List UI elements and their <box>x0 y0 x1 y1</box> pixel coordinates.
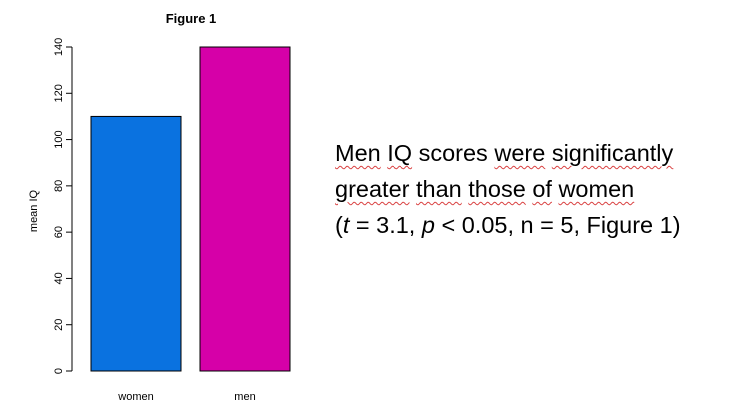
caption-word: those <box>468 176 526 202</box>
y-tick-label: 120 <box>53 84 65 102</box>
caption-line-3: (t = 3.1, p < 0.05, n = 5, Figure 1) <box>335 207 745 243</box>
y-tick-label: 80 <box>53 180 65 192</box>
y-tick-label: 60 <box>53 226 65 238</box>
y-axis: 0 20 40 60 80 100 120 140 <box>53 38 73 374</box>
y-tick-label: 100 <box>53 130 65 148</box>
caption-word: were <box>494 140 546 166</box>
caption-stat-t: t <box>342 212 350 238</box>
result-caption: Men IQ scores were significantly greater… <box>335 135 745 243</box>
chart-title: Figure 1 <box>166 11 217 26</box>
y-axis-label: mean IQ <box>28 189 40 232</box>
caption-word: IQ <box>387 140 413 166</box>
caption-word: women <box>558 176 635 202</box>
caption-word: significantly <box>551 140 674 166</box>
bar-chart: Figure 1 mean IQ 0 20 40 60 80 100 120 140 wome… <box>28 11 291 403</box>
caption-word: greater <box>335 176 410 202</box>
x-tick-label-men: men <box>234 391 255 403</box>
caption-word: than <box>416 176 462 202</box>
caption-stat-p: p <box>421 212 435 238</box>
caption-stat-p-value: < 0.05, n = 5, Figure 1) <box>434 212 681 238</box>
caption-stat-open: ( <box>335 212 343 238</box>
x-axis-labels: women men <box>117 391 255 403</box>
bars <box>90 46 291 372</box>
y-tick-label: 40 <box>53 272 65 284</box>
caption-word: Men <box>335 140 381 166</box>
caption-word: of <box>532 176 552 202</box>
bar-women <box>90 115 182 372</box>
y-tick-label: 0 <box>53 368 65 374</box>
caption-line-2: greater than those of women <box>335 171 745 207</box>
caption-stat-t-value: = 3.1, <box>349 212 422 238</box>
bar-men <box>199 46 291 372</box>
caption-word: scores <box>418 140 488 166</box>
y-tick-label: 20 <box>53 319 65 331</box>
caption-line-1: Men IQ scores were significantly <box>335 135 745 171</box>
y-tick-label: 140 <box>53 38 65 56</box>
x-tick-label-women: women <box>117 391 153 403</box>
